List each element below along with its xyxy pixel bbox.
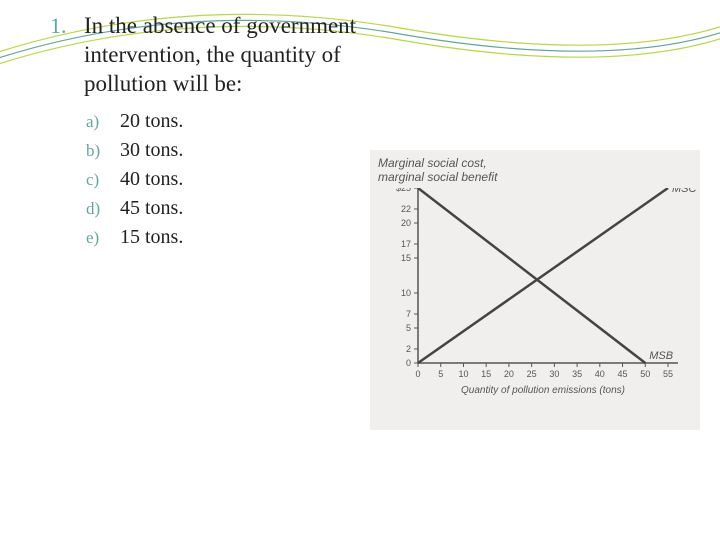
svg-text:MSC: MSC [672, 188, 697, 195]
svg-text:22: 22 [401, 204, 411, 214]
option-a: a) 20 tons. [86, 110, 360, 133]
svg-text:MSB: MSB [649, 350, 673, 362]
svg-text:5: 5 [438, 369, 443, 379]
option-label: e) [86, 228, 106, 248]
option-c: c) 40 tons. [86, 168, 360, 191]
option-e: e) 15 tons. [86, 226, 360, 249]
svg-text:7: 7 [406, 309, 411, 319]
question-block: 1. In the absence of government interven… [50, 12, 360, 255]
svg-text:5: 5 [406, 323, 411, 333]
chart-y-title: Marginal social cost, marginal social be… [378, 156, 497, 185]
svg-text:2: 2 [406, 344, 411, 354]
msc-msb-chart: Marginal social cost, marginal social be… [370, 150, 700, 430]
svg-text:10: 10 [401, 288, 411, 298]
svg-text:35: 35 [572, 369, 582, 379]
option-label: a) [86, 112, 106, 132]
option-b: b) 30 tons. [86, 139, 360, 162]
option-text: 20 tons. [120, 110, 183, 133]
option-text: 30 tons. [120, 139, 183, 162]
question-number: 1. [50, 12, 68, 41]
chart-svg: 02571015172022$250510152025303540455055Q… [370, 188, 700, 428]
svg-text:0: 0 [415, 369, 420, 379]
option-text: 15 tons. [120, 226, 183, 249]
question-text: In the absence of government interventio… [84, 12, 360, 98]
option-label: b) [86, 141, 106, 161]
svg-text:17: 17 [401, 239, 411, 249]
svg-text:30: 30 [549, 369, 559, 379]
svg-text:10: 10 [458, 369, 468, 379]
svg-text:15: 15 [401, 253, 411, 263]
svg-text:0: 0 [406, 358, 411, 368]
svg-text:Quantity of pollution emission: Quantity of pollution emissions (tons) [461, 385, 625, 396]
option-text: 40 tons. [120, 168, 183, 191]
svg-text:20: 20 [504, 369, 514, 379]
svg-text:50: 50 [640, 369, 650, 379]
svg-text:20: 20 [401, 218, 411, 228]
svg-text:25: 25 [527, 369, 537, 379]
option-text: 45 tons. [120, 197, 183, 220]
option-d: d) 45 tons. [86, 197, 360, 220]
svg-text:55: 55 [663, 369, 673, 379]
option-label: d) [86, 199, 106, 219]
svg-text:15: 15 [481, 369, 491, 379]
option-label: c) [86, 170, 106, 190]
svg-text:45: 45 [618, 369, 628, 379]
svg-text:$25: $25 [396, 188, 411, 193]
svg-text:40: 40 [595, 369, 605, 379]
options-list: a) 20 tons. b) 30 tons. c) 40 tons. d) 4… [86, 110, 360, 249]
